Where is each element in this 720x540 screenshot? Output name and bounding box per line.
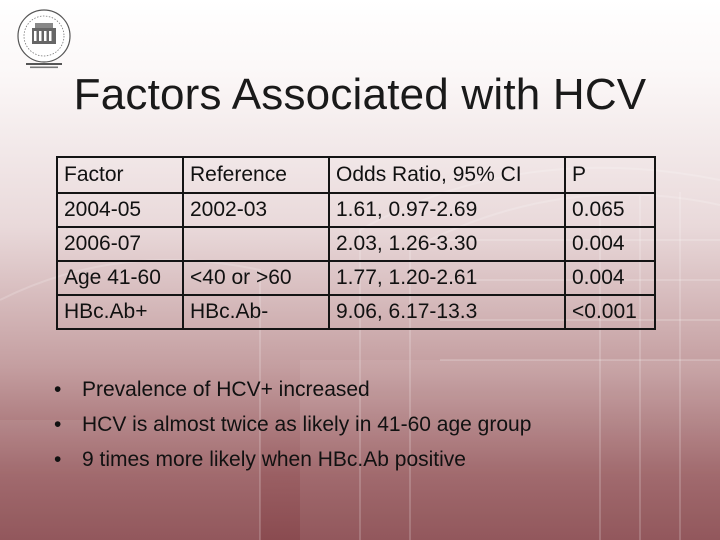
cell-p: 0.004 (564, 226, 656, 262)
bullet-icon: • (54, 448, 62, 471)
bullet-icon: • (54, 413, 62, 436)
table-header-row: Factor Reference Odds Ratio, 95% CI P (56, 156, 656, 194)
university-seal-icon (17, 9, 71, 69)
list-item: • Prevalence of HCV+ increased (54, 372, 531, 407)
cell-odds-ratio: 1.61, 0.97-2.69 (328, 192, 566, 228)
list-item: • 9 times more likely when HBc.Ab positiv… (54, 442, 531, 477)
header-reference: Reference (182, 156, 330, 194)
cell-reference: <40 or >60 (182, 260, 330, 296)
cell-reference (182, 226, 330, 262)
table-row: 2006-07 2.03, 1.26-3.30 0.004 (56, 226, 656, 262)
cell-p: 0.065 (564, 192, 656, 228)
bullet-list: • Prevalence of HCV+ increased • HCV is al… (54, 372, 531, 477)
table-row: 2004-05 2002-03 1.61, 0.97-2.69 0.065 (56, 192, 656, 228)
cell-odds-ratio: 9.06, 6.17-13.3 (328, 294, 566, 330)
slide-title: Factors Associated with HCV (73, 70, 647, 119)
bullet-text: 9 times more likely when HBc.Ab positive (82, 448, 466, 471)
header-p: P (564, 156, 656, 194)
cell-factor: 2006-07 (56, 226, 184, 262)
cell-reference: HBc.Ab- (182, 294, 330, 330)
bullet-text: HCV is almost twice as likely in 41-60 a… (82, 413, 532, 436)
factors-table: Factor Reference Odds Ratio, 95% CI P 20… (56, 156, 656, 330)
cell-odds-ratio: 2.03, 1.26-3.30 (328, 226, 566, 262)
cell-factor: 2004-05 (56, 192, 184, 228)
cell-factor: HBc.Ab+ (56, 294, 184, 330)
list-item: • HCV is almost twice as likely in 41-60 … (54, 407, 531, 442)
cell-factor: Age 41-60 (56, 260, 184, 296)
cell-p: 0.004 (564, 260, 656, 296)
cell-p: <0.001 (564, 294, 656, 330)
header-factor: Factor (56, 156, 184, 194)
bullet-icon: • (54, 378, 62, 401)
cell-reference: 2002-03 (182, 192, 330, 228)
table-row: HBc.Ab+ HBc.Ab- 9.06, 6.17-13.3 <0.001 (56, 294, 656, 330)
header-odds-ratio: Odds Ratio, 95% CI (328, 156, 566, 194)
bullet-text: Prevalence of HCV+ increased (82, 378, 370, 401)
cell-odds-ratio: 1.77, 1.20-2.61 (328, 260, 566, 296)
table-row: Age 41-60 <40 or >60 1.77, 1.20-2.61 0.0… (56, 260, 656, 296)
